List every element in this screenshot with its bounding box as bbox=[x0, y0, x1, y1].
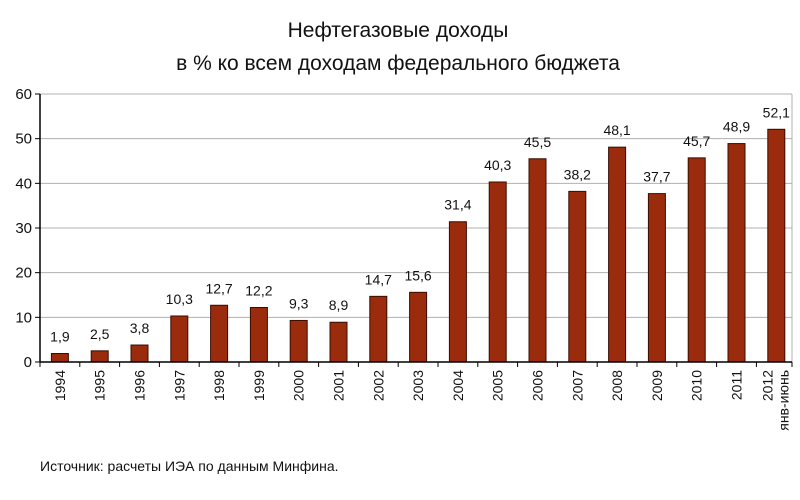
x-tick-sublabel: янв-июнь bbox=[775, 370, 791, 431]
y-tick-label: 50 bbox=[15, 131, 32, 148]
bar bbox=[369, 295, 388, 363]
y-axis-ticks: 0 10 20 30 40 50 60 bbox=[15, 86, 32, 371]
data-label: 14,7 bbox=[365, 271, 392, 287]
x-tick-label: 2002 bbox=[370, 370, 386, 401]
x-tick-label: 2001 bbox=[331, 370, 347, 401]
y-tick-label: 20 bbox=[15, 265, 32, 282]
x-tick-label: 2007 bbox=[569, 370, 585, 401]
data-label: 15,6 bbox=[404, 267, 431, 283]
x-tick-label: 1996 bbox=[132, 370, 148, 401]
data-label: 31,4 bbox=[444, 197, 471, 213]
chart-subtitle: в % ко всем доходам федерального бюджета bbox=[176, 52, 620, 75]
x-tick-label: 2009 bbox=[649, 370, 665, 401]
data-label: 12,2 bbox=[245, 283, 272, 299]
axes bbox=[35, 93, 793, 367]
data-label: 48,1 bbox=[603, 122, 630, 138]
bar bbox=[210, 304, 229, 363]
data-label: 10,3 bbox=[166, 291, 193, 307]
x-tick-label: 2011 bbox=[729, 370, 745, 400]
data-label: 8,9 bbox=[329, 297, 349, 313]
y-tick-label: 10 bbox=[15, 309, 32, 326]
data-label: 1,9 bbox=[50, 329, 70, 345]
bar bbox=[90, 350, 109, 363]
x-tick-label: 1999 bbox=[251, 370, 267, 401]
chart-title: Нефтегазовые доходы bbox=[288, 19, 509, 42]
bar bbox=[647, 193, 666, 363]
bar bbox=[329, 321, 348, 363]
data-label: 38,2 bbox=[564, 166, 591, 182]
data-label: 48,9 bbox=[723, 119, 750, 135]
x-tick-label: 2003 bbox=[410, 370, 426, 401]
bar bbox=[249, 307, 268, 363]
bar bbox=[488, 181, 507, 363]
x-tick-label: 2005 bbox=[490, 370, 506, 401]
x-tick-label: 1997 bbox=[171, 370, 187, 401]
data-label: 37,7 bbox=[643, 169, 670, 185]
x-tick-label: 1995 bbox=[92, 370, 108, 401]
x-tick-label: 2012 bbox=[759, 370, 775, 401]
bar bbox=[130, 344, 149, 363]
data-label: 45,5 bbox=[524, 134, 551, 150]
x-tick-label: 2004 bbox=[450, 370, 466, 401]
bar bbox=[448, 221, 467, 363]
bar bbox=[409, 291, 428, 363]
bar bbox=[50, 353, 69, 363]
bar bbox=[289, 319, 308, 363]
x-tick-label: 2008 bbox=[609, 370, 625, 401]
data-label: 9,3 bbox=[289, 295, 309, 311]
bar bbox=[170, 315, 189, 363]
x-tick-label: 2010 bbox=[689, 370, 705, 401]
data-label: 45,7 bbox=[683, 133, 710, 149]
x-tick-label: 2000 bbox=[291, 370, 307, 401]
data-label: 52,1 bbox=[763, 104, 790, 120]
y-tick-label: 40 bbox=[15, 175, 32, 192]
x-tick-label: 1994 bbox=[52, 370, 68, 401]
x-axis-ticks: 1994 1995 1996 1997 1998 1999 2000 2001 2002 2003… bbox=[52, 370, 791, 431]
data-labels: 1,9 2,5 3,8 10,3 12,7 12,2 9,3 8,9 14,7 15,6 31,4 4… bbox=[50, 104, 790, 344]
bars bbox=[50, 128, 786, 363]
data-label: 40,3 bbox=[484, 157, 511, 173]
bar bbox=[608, 146, 627, 363]
grid-lines bbox=[40, 93, 792, 318]
data-label: 2,5 bbox=[90, 326, 110, 342]
bar bbox=[568, 190, 587, 363]
y-tick-label: 60 bbox=[15, 86, 32, 103]
x-tick-label: 1998 bbox=[211, 370, 227, 401]
source-note: Источник: расчеты ИЭА по данным Минфина. bbox=[40, 458, 339, 474]
data-label: 3,8 bbox=[130, 320, 150, 336]
bar bbox=[727, 143, 746, 363]
y-tick-label: 0 bbox=[24, 354, 32, 371]
x-tick-label: 2006 bbox=[530, 370, 546, 401]
y-tick-label: 30 bbox=[15, 220, 32, 237]
bar bbox=[528, 158, 547, 363]
bar bbox=[767, 128, 786, 363]
bar bbox=[687, 157, 706, 363]
data-label: 12,7 bbox=[205, 280, 232, 296]
